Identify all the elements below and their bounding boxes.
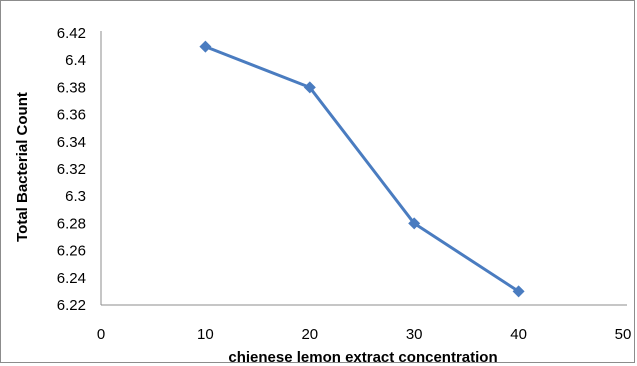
data-point-marker	[199, 40, 212, 53]
y-tick-label: 6.26	[57, 243, 86, 260]
y-tick-label: 6.22	[57, 297, 86, 314]
x-tick-label: 40	[510, 326, 527, 343]
x-tick-label: 10	[197, 326, 214, 343]
y-tick-label: 6.32	[57, 161, 86, 178]
x-axis-title: chienese lemon extract concentration	[228, 349, 497, 366]
y-tick-label: 6.28	[57, 215, 86, 232]
series-group	[199, 40, 525, 298]
y-tick-label: 6.34	[57, 134, 86, 151]
data-point-marker	[512, 285, 525, 298]
x-axis-tick-labels: 0 10 20 30 40 50	[97, 326, 632, 343]
x-tick-label: 30	[406, 326, 423, 343]
data-point-marker	[408, 217, 421, 230]
x-tick-label: 20	[301, 326, 318, 343]
y-tick-label: 6.3	[65, 188, 86, 205]
y-tick-label: 6.4	[65, 52, 86, 69]
x-tick-label: 0	[97, 326, 105, 343]
y-tick-label: 6.24	[57, 270, 86, 287]
data-point-marker	[303, 81, 316, 94]
y-axis-tick-labels: 6.22 6.24 6.26 6.28 6.3 6.32 6.34 6.36 6.38 6.4 6.…	[57, 25, 86, 314]
series-line	[204, 45, 520, 293]
y-axis-title: Total Bacterial Count	[14, 92, 31, 242]
y-tick-label: 6.38	[57, 79, 86, 96]
y-tick-label: 6.36	[57, 107, 86, 124]
x-tick-label: 50	[615, 326, 632, 343]
y-tick-label: 6.42	[57, 25, 86, 42]
